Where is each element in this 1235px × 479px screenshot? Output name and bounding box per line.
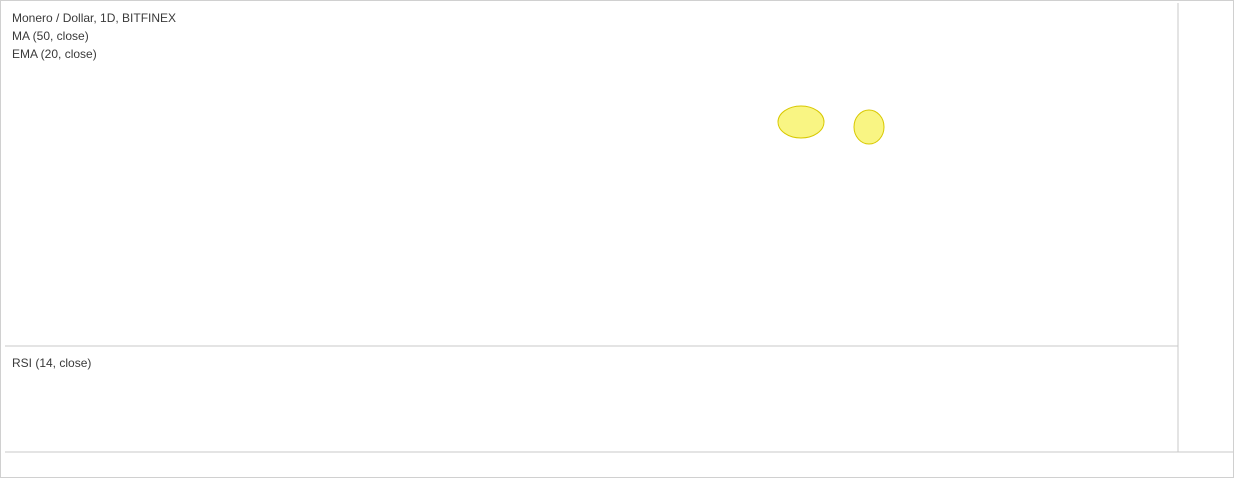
legend-entry: EMA (20, close)	[12, 47, 97, 61]
chart-title: Monero / Dollar, 1D, BITFINEX	[12, 11, 176, 25]
legend-entry: MA (50, close)	[12, 29, 89, 43]
rsi-title: RSI (14, close)	[12, 356, 91, 370]
highlight	[853, 109, 885, 145]
highlight	[777, 105, 825, 139]
